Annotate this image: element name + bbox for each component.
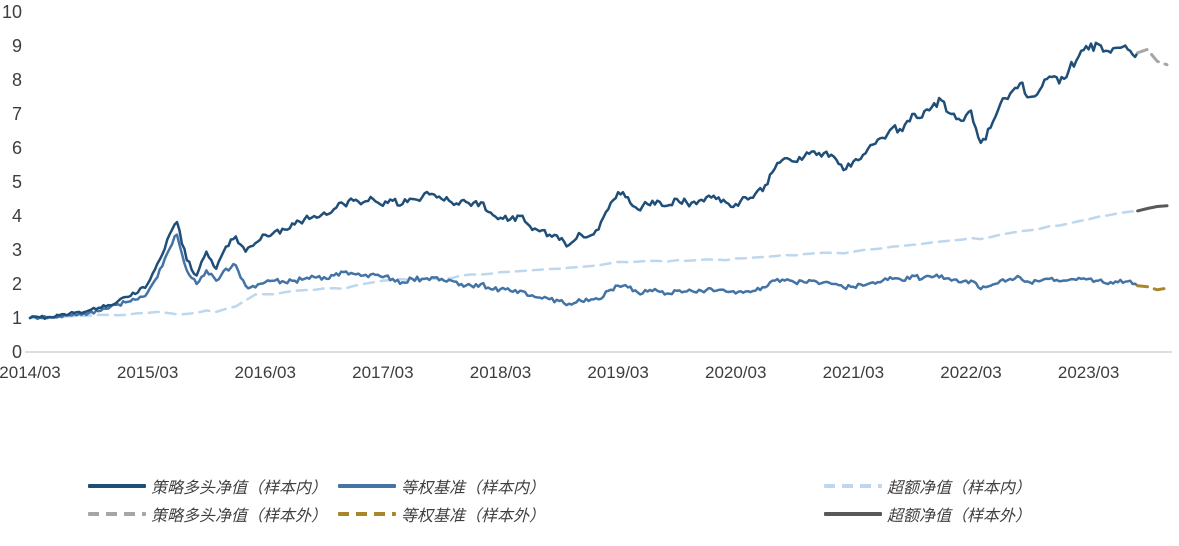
y-axis-tick-label: 8: [12, 70, 22, 90]
chart-canvas: 0 1 2 3 4 5 6 7 8 9 10 2014/03 2015/03 2016/03 2017/03…: [0, 2, 1172, 382]
x-axis-tick-label: 2019/03: [587, 363, 648, 382]
x-axis-tick-label: 2021/03: [823, 363, 884, 382]
legend-swatch-solid-line: [824, 512, 882, 516]
legend-label: 超额净值（样本内）: [887, 478, 1032, 497]
legend-item-1: 等权基准（样本内）: [338, 474, 824, 498]
legend-label: 等权基准（样本内）: [401, 478, 546, 497]
x-axis-tick-label: 2023/03: [1058, 363, 1119, 382]
y-axis-tick-label: 9: [12, 36, 22, 56]
series-line-3: [1136, 47, 1169, 67]
x-axis-tick-label: 2016/03: [235, 363, 296, 382]
legend-swatch-dashed-line: [338, 512, 396, 516]
legend-item-5: 超额净值（样本外）: [824, 502, 1179, 526]
legend-swatch-dashed-line: [824, 484, 882, 488]
x-axis-tick-label: 2022/03: [940, 363, 1001, 382]
line-chart-figure: 0 1 2 3 4 5 6 7 8 9 10 2014/03 2015/03 2016/03 2017/03…: [0, 2, 1172, 382]
x-axis-tick-label: 2020/03: [705, 363, 766, 382]
y-axis-tick-label: 3: [12, 240, 22, 260]
legend-label: 策略多头净值（样本外）: [151, 506, 328, 525]
legend-swatch-solid-line: [338, 484, 396, 488]
y-axis-tick-label: 5: [12, 172, 22, 192]
chart-legend: 策略多头净值（样本内） 等权基准（样本内） 超额净值（样本内） 策略多头净值（样本外）…: [0, 472, 1179, 528]
legend-label: 策略多头净值（样本内）: [151, 478, 328, 497]
series-line-2: [28, 209, 1139, 320]
y-axis-tick-label: 0: [12, 342, 22, 362]
y-axis-tick-label: 7: [12, 104, 22, 124]
series-line-1: [28, 233, 1139, 321]
legend-item-4: 等权基准（样本外）: [338, 502, 824, 526]
legend-item-2: 超额净值（样本内）: [824, 474, 1179, 498]
legend-swatch-solid-line: [88, 484, 146, 488]
x-axis-tick-label: 2014/03: [0, 363, 61, 382]
legend-label: 等权基准（样本外）: [401, 506, 546, 525]
y-axis-tick-label: 1: [12, 308, 22, 328]
legend-swatch-dashed-line: [88, 512, 146, 516]
y-axis-tick-label: 4: [12, 206, 22, 226]
legend-item-0: 策略多头净值（样本内）: [88, 474, 338, 498]
x-axis-tick-label: 2018/03: [470, 363, 531, 382]
series-line-0: [28, 41, 1139, 321]
series-line-5: [1136, 204, 1169, 213]
y-axis-tick-label: 2: [12, 274, 22, 294]
x-axis-tick-label: 2015/03: [117, 363, 178, 382]
series-line-4: [1136, 284, 1169, 292]
y-axis-tick-label: 10: [2, 2, 22, 22]
legend-item-3: 策略多头净值（样本外）: [88, 502, 338, 526]
y-axis-tick-label: 6: [12, 138, 22, 158]
legend-label: 超额净值（样本外）: [887, 506, 1032, 525]
x-axis-tick-label: 2017/03: [352, 363, 413, 382]
